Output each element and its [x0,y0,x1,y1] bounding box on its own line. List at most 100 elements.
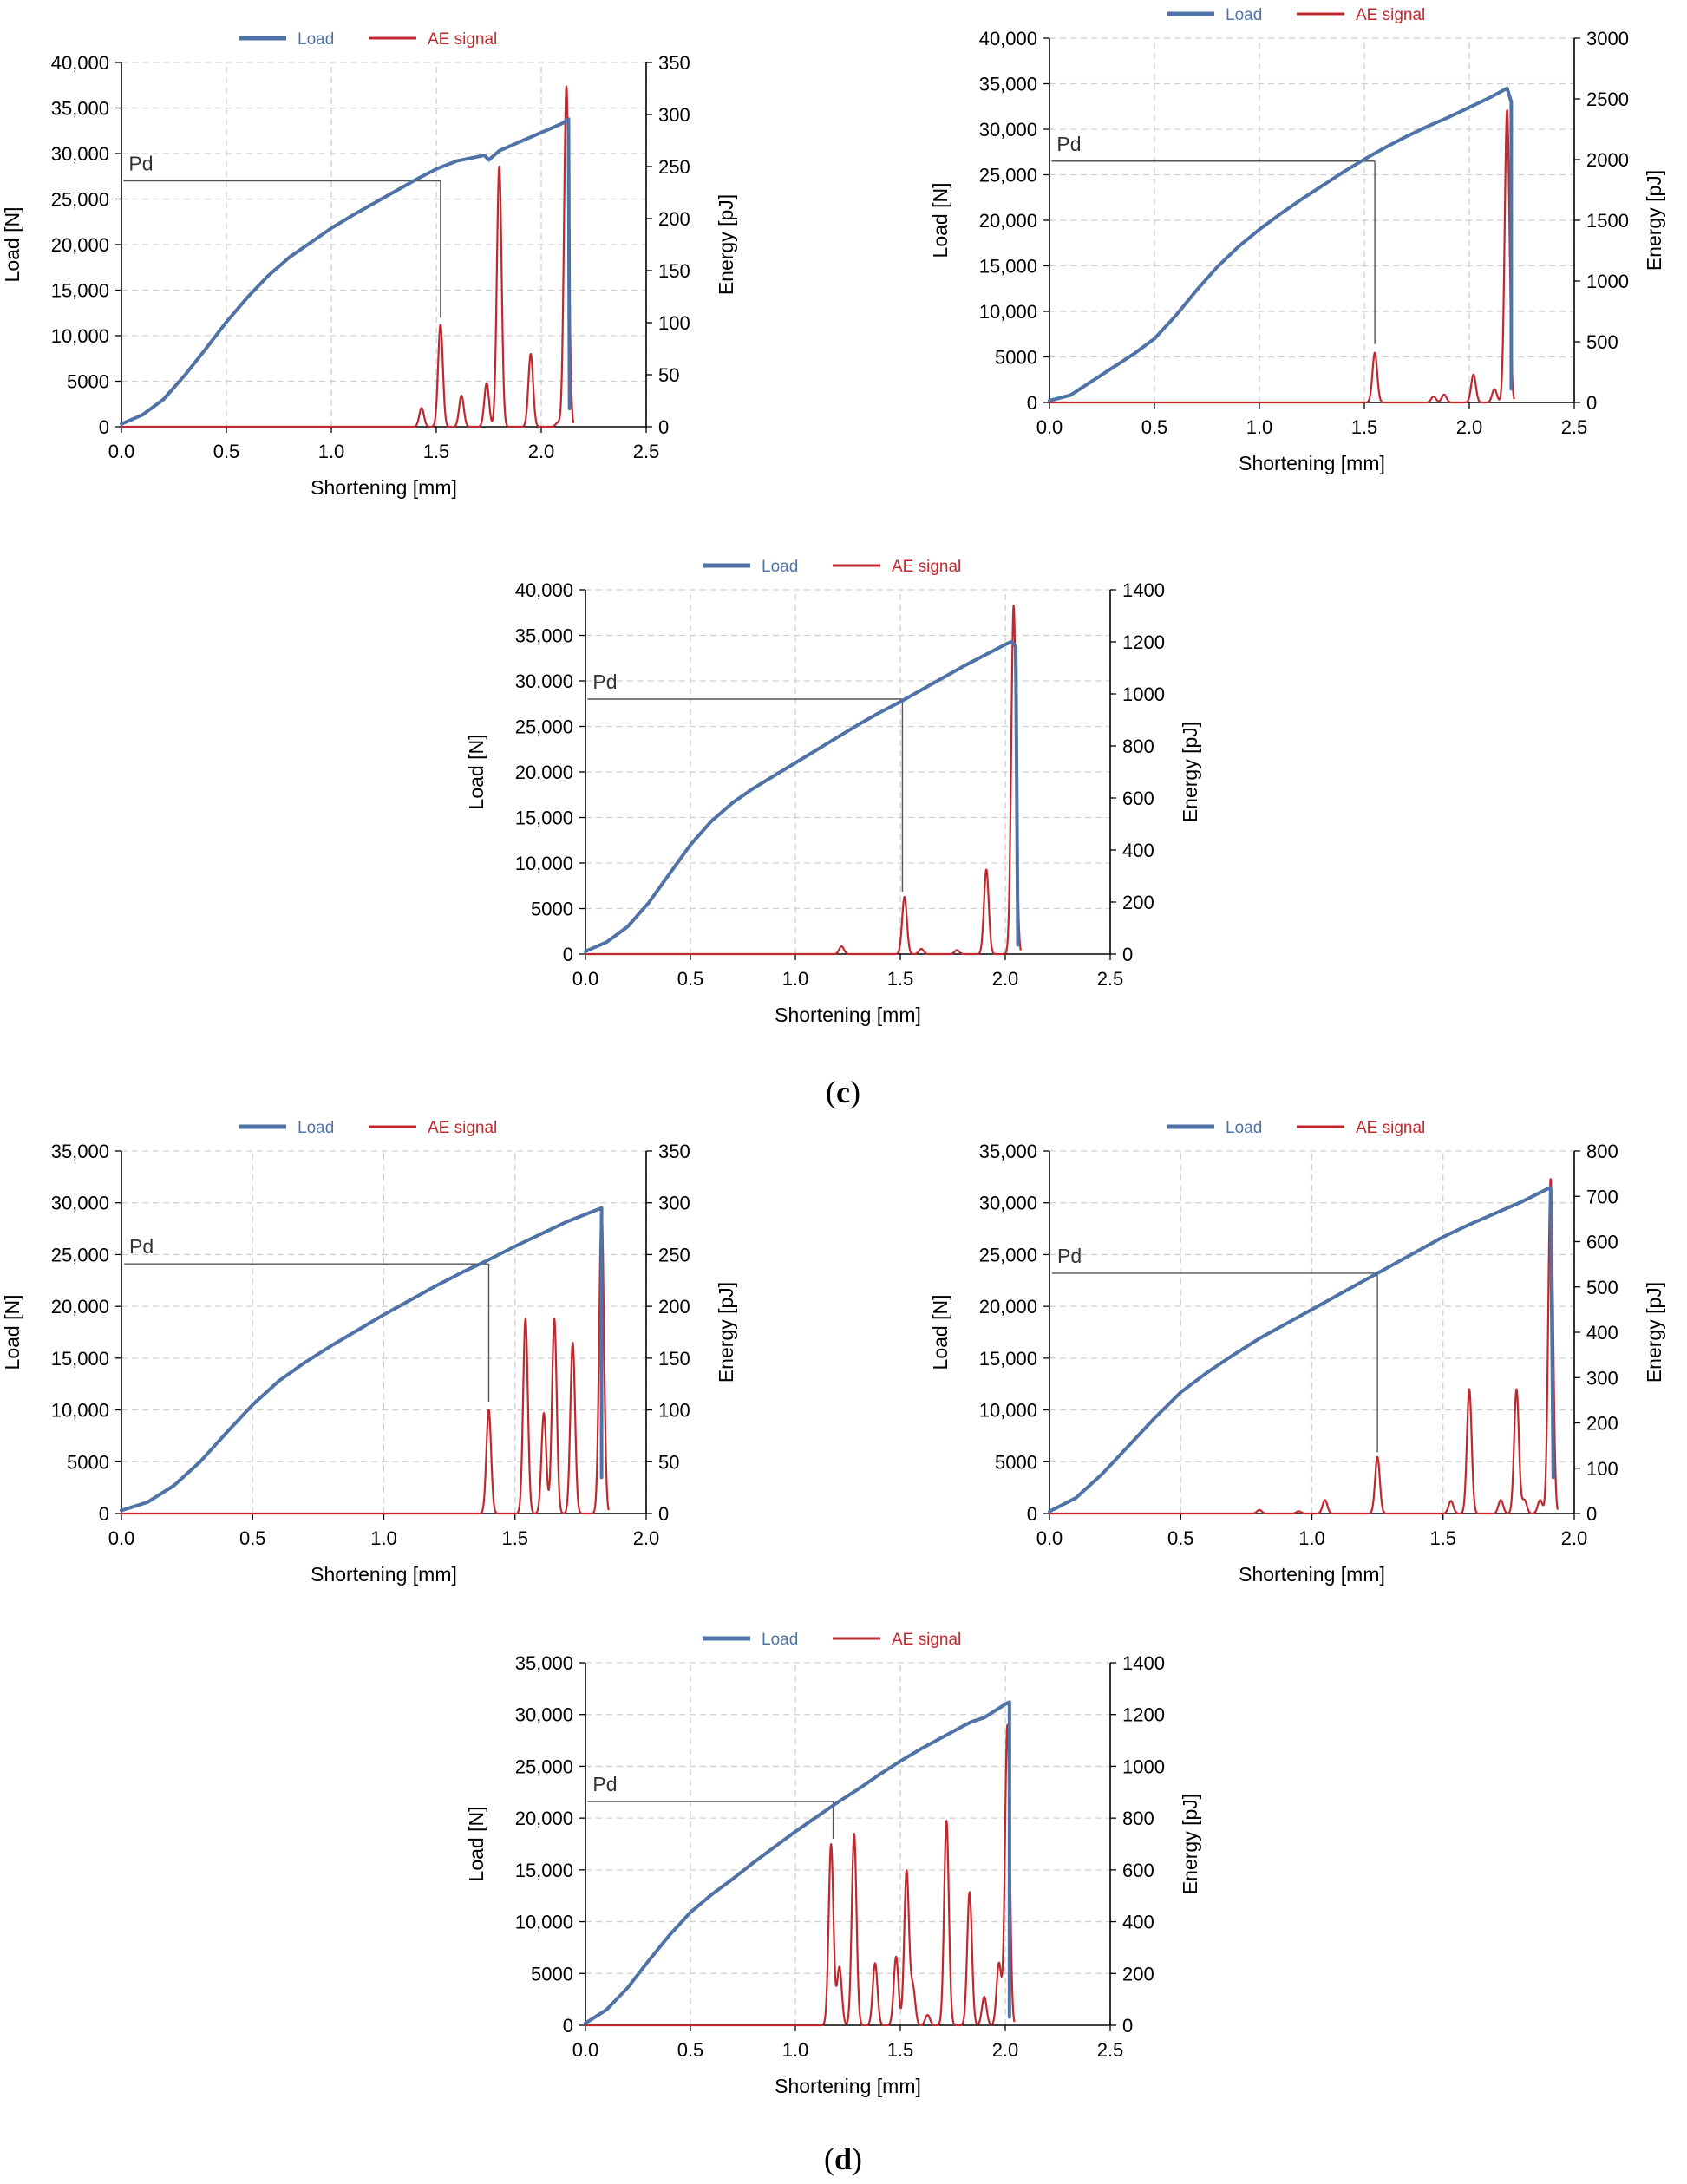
y-tick-label: 20,000 [515,1808,573,1829]
chart-c-top-right: 0.0 0.5 1.0 1.5 2.0 2.50500010,00015,00020,00… [929,6,1665,474]
x-tick-label: 2.5 [1561,416,1588,438]
y2-tick-label: 800 [1122,1808,1154,1829]
y-tick-label: 0 [99,416,109,438]
y-tick-label: 15,000 [515,1860,573,1881]
y-tick-label: 5000 [995,347,1037,369]
y-tick-label: 35,000 [51,98,109,120]
y-tick-label: 25,000 [979,1244,1037,1265]
x-tick-label: 2.5 [1097,968,1124,990]
y2-tick-label: 1000 [1122,683,1165,705]
load-curve-line [1048,86,1514,402]
x-tick-label: 1.0 [370,1527,397,1549]
x-tick-label: 2.5 [1097,2039,1124,2061]
y2-tick-label: 200 [1122,892,1154,913]
legend-ae-label: AE signal [428,1119,497,1137]
pd-label: Pd [592,1773,617,1795]
y2-tick-label: 1000 [1122,1756,1165,1777]
y-tick-label: 30,000 [979,119,1037,141]
y-tick-label: 30,000 [515,670,573,692]
y2-tick-label: 600 [1122,788,1154,809]
y-tick-label: 5000 [531,899,573,920]
y-tick-label: 15,000 [515,808,573,829]
legend-load-label: Load [1226,1119,1262,1137]
x-axis-title: Shortening [mm] [311,476,457,499]
y-axis-title: Load [N] [929,183,951,258]
y-tick-label: 40,000 [51,52,109,74]
x-tick-label: 2.0 [528,441,555,462]
y-tick-label: 10,000 [515,1912,573,1933]
legend-load-label: Load [298,30,334,49]
x-tick-label: 1.0 [1298,1527,1325,1549]
ae-signal-line [1049,1178,1559,1515]
y2-tick-label: 600 [1122,1860,1154,1881]
y-tick-label: 25,000 [979,165,1037,186]
pd-label: Pd [129,1235,154,1258]
y2-tick-label: 200 [658,208,690,230]
y-tick-label: 35,000 [979,74,1037,95]
x-tick-label: 0.5 [239,1527,266,1549]
y2-tick-label: 1400 [1122,579,1165,601]
y2-tick-label: 1400 [1122,1652,1165,1674]
y-tick-label: 0 [99,1503,109,1525]
y-tick-label: 15,000 [51,1348,109,1370]
load-curve-line [120,1206,604,1513]
y-tick-label: 5000 [995,1451,1037,1473]
chart-d-top-left: 0.0 0.5 1.0 1.5 2.00500010,00015,00020,00025… [1,1119,737,1586]
x-tick-label: 1.5 [423,441,450,462]
y2-tick-label: 150 [658,1348,690,1370]
y2-axis-title: Energy [pJ] [715,194,737,295]
y2-tick-label: 3000 [1586,28,1629,49]
x-tick-label: 0.0 [108,1527,135,1549]
x-tick-label: 0.0 [108,441,135,462]
ae-signal-line [121,85,575,428]
x-tick-label: 0.5 [213,441,240,462]
x-tick-label: 1.5 [501,1527,528,1549]
y2-tick-label: 50 [658,1451,679,1473]
y-tick-label: 25,000 [51,1244,109,1265]
y-tick-label: 10,000 [51,1400,109,1422]
y2-tick-label: 1000 [1586,271,1629,292]
ae-signal-line [585,605,1022,956]
x-tick-label: 1.5 [1429,1527,1456,1549]
load-curve-line [1048,1185,1555,1514]
panel-label-d: (d) [823,2141,863,2176]
legend-load-label: Load [762,1631,798,1649]
x-tick-label: 0.5 [1141,416,1168,438]
legend-ae-label: AE signal [1356,1119,1425,1137]
x-axis-title: Shortening [mm] [775,2075,921,2097]
y2-tick-label: 400 [1122,1912,1154,1933]
y-tick-label: 35,000 [515,625,573,647]
x-tick-label: 2.0 [1456,416,1483,438]
x-tick-label: 0.5 [1167,1527,1194,1549]
y2-tick-label: 0 [658,416,669,438]
y2-tick-label: 2000 [1586,149,1629,171]
load-curve-line [120,117,572,426]
legend-ae-label: AE signal [892,558,961,576]
y2-tick-label: 0 [1122,2015,1133,2037]
y2-tick-label: 350 [658,1141,690,1162]
y-tick-label: 40,000 [515,579,573,601]
y2-tick-label: 400 [1122,840,1154,861]
y2-tick-label: 100 [1586,1458,1618,1480]
y2-axis-title: Energy [pJ] [1643,170,1665,271]
x-axis-title: Shortening [mm] [775,1004,921,1026]
y2-tick-label: 800 [1122,736,1154,757]
pd-label: Pd [128,153,153,175]
y2-tick-label: 300 [1586,1367,1618,1389]
y-tick-label: 20,000 [51,234,109,256]
y2-tick-label: 1200 [1122,1704,1165,1726]
y-tick-label: 15,000 [979,1348,1037,1370]
y2-tick-label: 0 [1586,1503,1597,1525]
y-axis-title: Load [N] [465,735,487,810]
legend-load-label: Load [298,1119,334,1137]
load-curve-line [584,1700,1011,2025]
x-tick-label: 0.5 [677,968,704,990]
x-tick-label: 2.0 [1561,1527,1588,1549]
y-tick-label: 10,000 [979,301,1037,323]
y2-axis-title: Energy [pJ] [715,1282,737,1383]
ae-signal-line [121,1207,610,1515]
y-tick-label: 0 [1027,1503,1037,1525]
y2-tick-label: 0 [1586,392,1597,414]
y2-tick-label: 50 [658,364,679,386]
y2-tick-label: 1500 [1586,210,1629,232]
